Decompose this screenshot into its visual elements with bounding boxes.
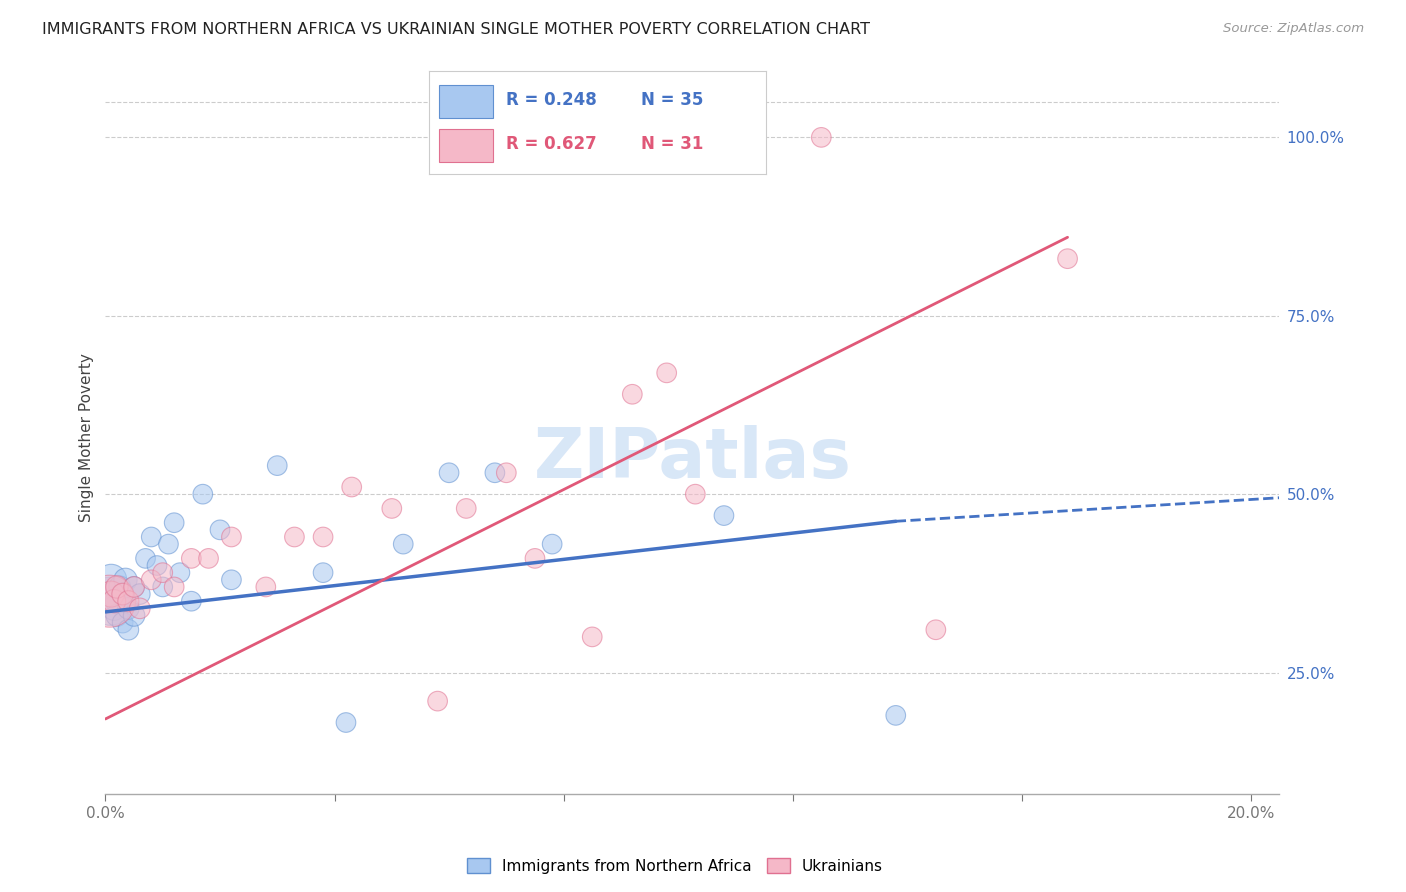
- Point: [98, 594, 121, 608]
- Point: [108, 580, 131, 594]
- Point: [146, 558, 169, 573]
- Point: [105, 608, 128, 623]
- Point: [884, 708, 907, 723]
- Point: [111, 587, 134, 601]
- Point: [523, 551, 546, 566]
- Text: N = 31: N = 31: [641, 136, 704, 153]
- Point: [135, 551, 157, 566]
- Point: [163, 580, 186, 594]
- Point: [105, 580, 128, 594]
- Y-axis label: Single Mother Poverty: Single Mother Poverty: [79, 352, 94, 522]
- Text: IMMIGRANTS FROM NORTHERN AFRICA VS UKRAINIAN SINGLE MOTHER POVERTY CORRELATION C: IMMIGRANTS FROM NORTHERN AFRICA VS UKRAI…: [42, 22, 870, 37]
- Point: [925, 623, 948, 637]
- Point: [141, 530, 163, 544]
- Point: [810, 130, 832, 145]
- Point: [117, 601, 139, 615]
- Point: [685, 487, 707, 501]
- Point: [495, 466, 517, 480]
- Text: R = 0.627: R = 0.627: [506, 136, 598, 153]
- Text: ZIPatlas: ZIPatlas: [533, 425, 852, 492]
- Point: [157, 537, 180, 551]
- Point: [283, 530, 305, 544]
- Point: [169, 566, 191, 580]
- Point: [98, 594, 121, 608]
- Point: [100, 573, 122, 587]
- Point: [191, 487, 214, 501]
- FancyBboxPatch shape: [439, 128, 494, 161]
- Point: [312, 530, 335, 544]
- Point: [312, 566, 335, 580]
- Point: [456, 501, 478, 516]
- Point: [152, 580, 174, 594]
- Legend: Immigrants from Northern Africa, Ukrainians: Immigrants from Northern Africa, Ukraini…: [461, 852, 889, 880]
- Point: [101, 587, 124, 601]
- Point: [392, 537, 415, 551]
- Point: [100, 587, 122, 601]
- Point: [1056, 252, 1078, 266]
- Point: [122, 580, 145, 594]
- Point: [180, 594, 202, 608]
- Point: [655, 366, 678, 380]
- Point: [103, 594, 125, 608]
- Point: [122, 608, 145, 623]
- Point: [254, 580, 277, 594]
- Point: [713, 130, 735, 145]
- Point: [381, 501, 404, 516]
- Point: [437, 466, 460, 480]
- Text: R = 0.248: R = 0.248: [506, 91, 598, 109]
- Point: [221, 573, 243, 587]
- Point: [197, 551, 219, 566]
- Point: [128, 601, 150, 615]
- Point: [426, 694, 449, 708]
- Point: [340, 480, 363, 494]
- Point: [621, 387, 644, 401]
- Point: [122, 580, 145, 594]
- Point: [541, 537, 564, 551]
- Point: [713, 508, 735, 523]
- Point: [103, 601, 125, 615]
- Point: [128, 587, 150, 601]
- FancyBboxPatch shape: [439, 85, 494, 118]
- Point: [117, 594, 139, 608]
- Point: [484, 466, 506, 480]
- Point: [266, 458, 288, 473]
- Point: [114, 573, 136, 587]
- Point: [111, 587, 134, 601]
- Point: [141, 573, 163, 587]
- Point: [581, 630, 603, 644]
- Point: [180, 551, 202, 566]
- Point: [221, 530, 243, 544]
- Text: N = 35: N = 35: [641, 91, 704, 109]
- Point: [152, 566, 174, 580]
- Point: [208, 523, 231, 537]
- Point: [105, 594, 128, 608]
- Point: [111, 615, 134, 630]
- Text: Source: ZipAtlas.com: Source: ZipAtlas.com: [1223, 22, 1364, 36]
- Point: [163, 516, 186, 530]
- Point: [117, 623, 139, 637]
- Point: [335, 715, 357, 730]
